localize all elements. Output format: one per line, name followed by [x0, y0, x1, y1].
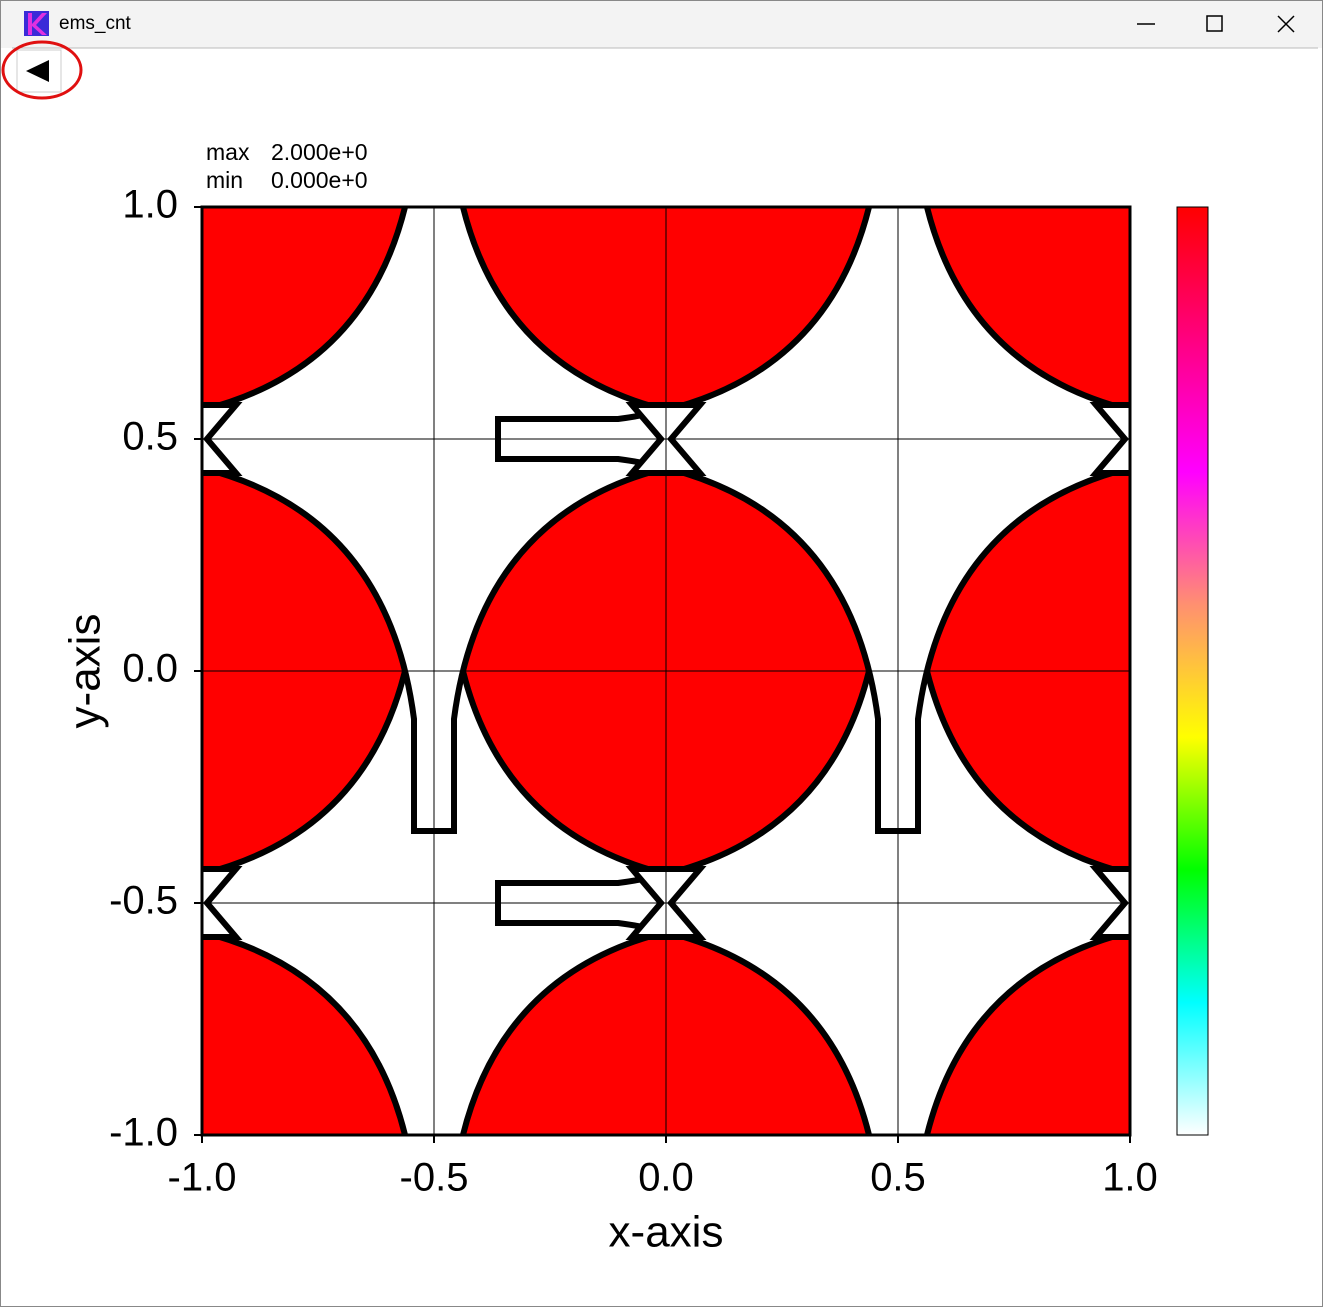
- x-tick-label: 1.0: [1102, 1156, 1158, 1200]
- contour-hourglass: [202, 402, 243, 476]
- min-label: min: [206, 167, 243, 193]
- y-tick-label: -1.0: [109, 1111, 178, 1155]
- app-icon: [24, 11, 49, 36]
- contour-star: [495, 207, 1130, 834]
- contour-star: [202, 207, 837, 834]
- window-title: ems_cnt: [59, 13, 132, 34]
- y-tick-label: 0.0: [122, 647, 178, 691]
- x-axis-label: x-axis: [609, 1208, 724, 1257]
- contour-star: [202, 508, 837, 1135]
- max-label: max: [206, 139, 250, 165]
- close-button[interactable]: [1277, 15, 1295, 33]
- contour-hourglass: [202, 866, 243, 940]
- contour-shapes: [202, 207, 1130, 1135]
- x-tick-label: -1.0: [168, 1156, 237, 1200]
- max-value: 2.000e+0: [271, 139, 368, 165]
- x-tick-label: 0.5: [870, 1156, 926, 1200]
- y-tick-label: 1.0: [122, 183, 178, 227]
- y-tick-label: 0.5: [122, 415, 178, 459]
- colorbar: [1176, 206, 1209, 1136]
- maximize-button[interactable]: [1206, 15, 1223, 32]
- x-tick-label: -0.5: [400, 1156, 469, 1200]
- back-button[interactable]: [1, 40, 83, 100]
- x-tick-label: 0.0: [638, 1156, 694, 1200]
- min-value: 0.000e+0: [271, 167, 368, 193]
- title-bar: [1, 1, 1322, 48]
- y-tick-label: -0.5: [109, 879, 178, 923]
- contour-star: [495, 508, 1130, 1135]
- y-axis-label: y-axis: [61, 614, 110, 729]
